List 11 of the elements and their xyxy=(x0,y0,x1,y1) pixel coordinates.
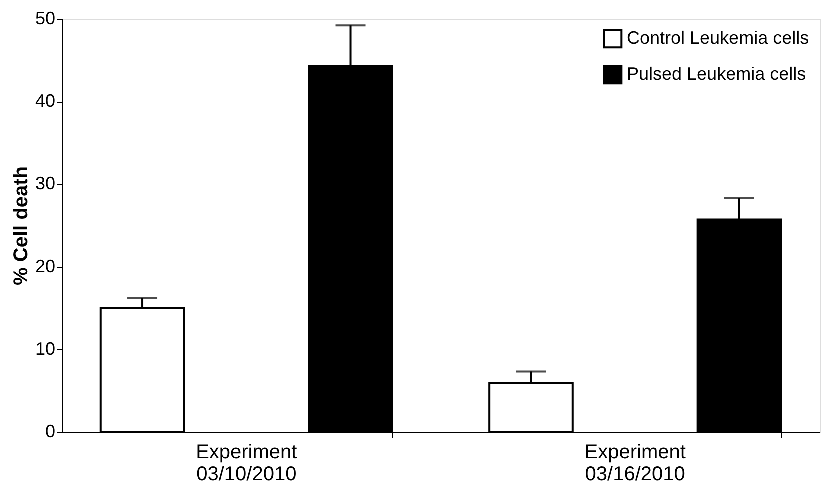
legend-label: Pulsed Leukemia cells xyxy=(627,64,806,84)
legend-label: Control Leukemia cells xyxy=(627,28,810,48)
y-tick-label: 0 xyxy=(45,422,56,442)
y-tick-label: 50 xyxy=(35,8,56,28)
x-tick-label: Experiment 03/16/2010 xyxy=(584,442,686,486)
y-tick-label: 20 xyxy=(35,256,56,276)
y-tick-label: 30 xyxy=(35,174,56,194)
y-axis-title: % Cell death xyxy=(10,166,32,286)
y-tick-label: 10 xyxy=(35,338,56,359)
x-tick-label: Experiment 03/10/2010 xyxy=(196,442,298,486)
y-tick-label: 40 xyxy=(35,91,56,112)
